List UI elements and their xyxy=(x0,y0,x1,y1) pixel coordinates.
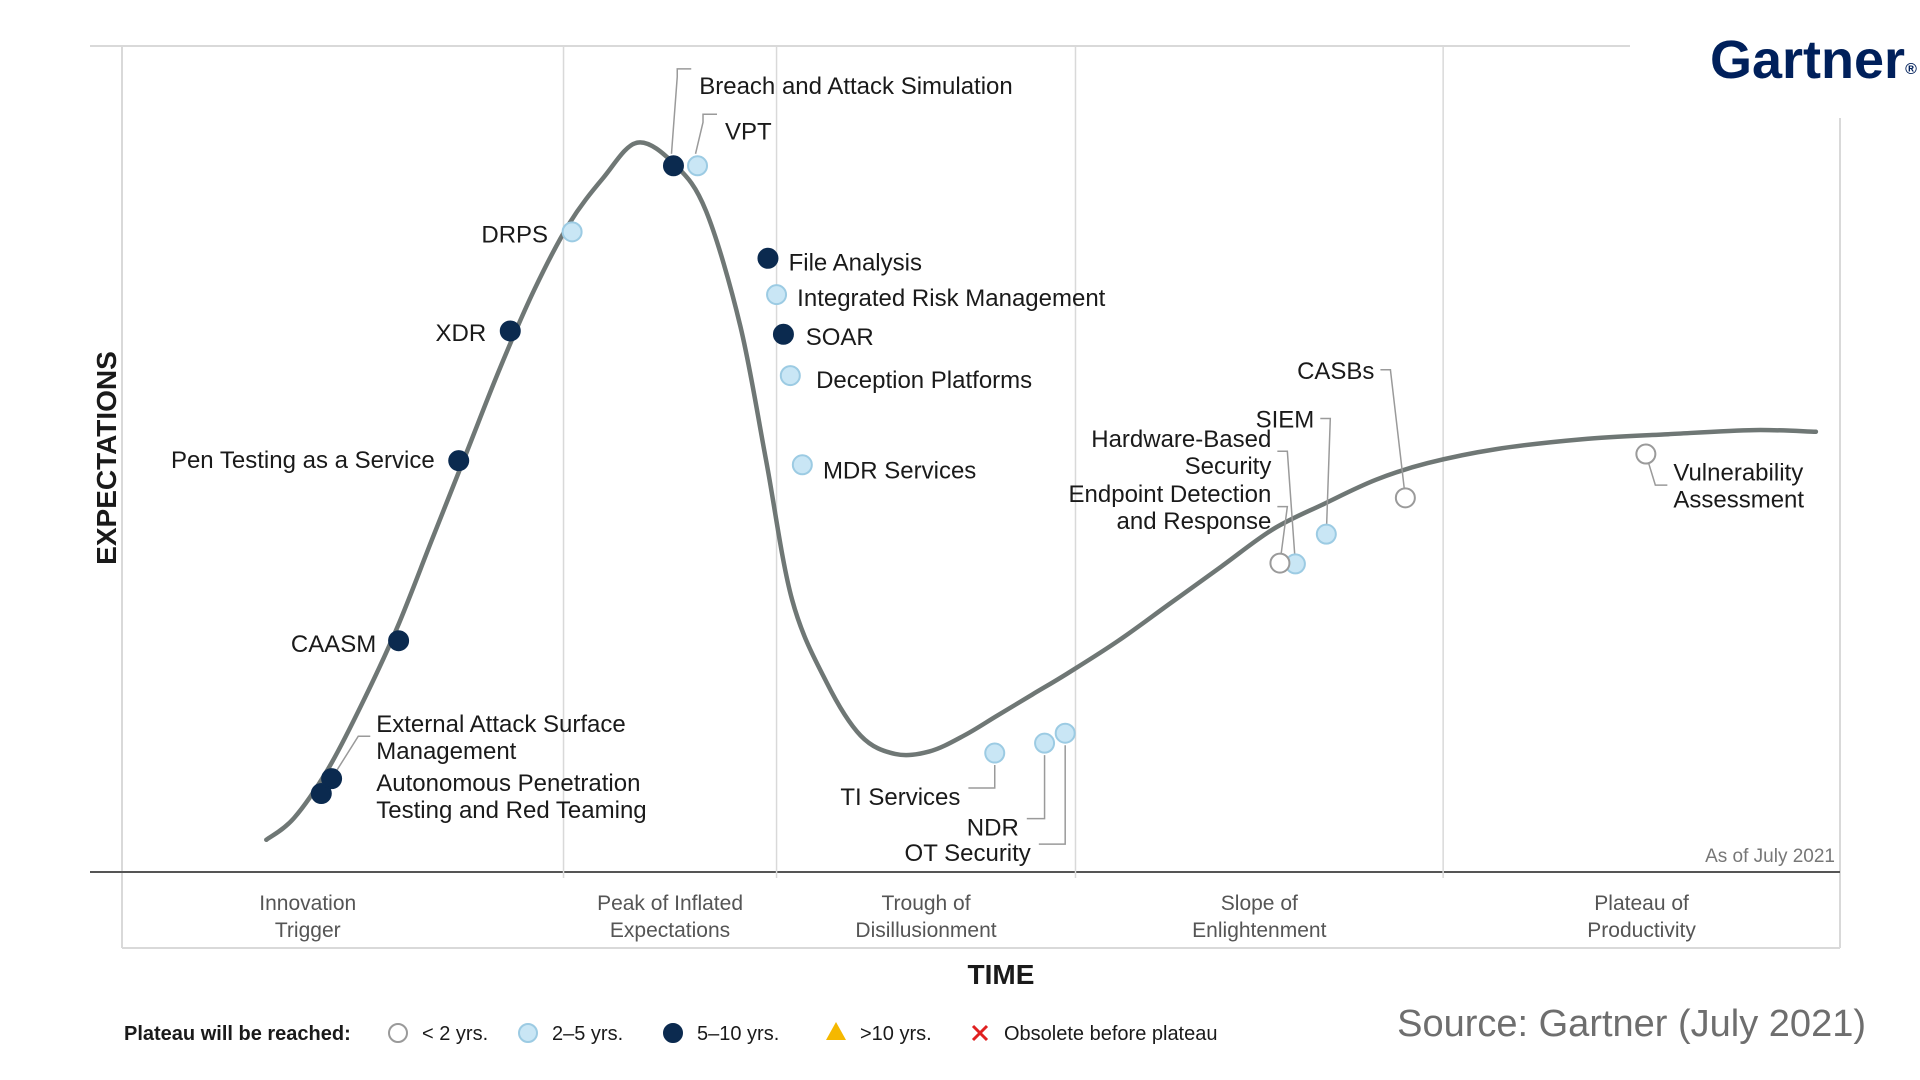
leader-ti-services xyxy=(968,765,996,789)
marker-xdr xyxy=(499,320,521,342)
leader-siem xyxy=(1320,417,1332,535)
marker-breach-and-attack-simulation xyxy=(662,155,684,177)
legend-marker-obsolete xyxy=(971,1024,989,1042)
label-vulnerability-assessment: Vulnerability Assessment xyxy=(1673,460,1804,514)
leader-ot-security xyxy=(1038,745,1066,845)
phase-label: Plateau of Productivity xyxy=(1587,892,1696,942)
x-axis-title: TIME xyxy=(968,959,1035,990)
legend-marker-lt2 xyxy=(388,1023,408,1043)
marker-ndr xyxy=(1034,732,1056,754)
label-ti-services: TI Services xyxy=(840,784,960,811)
leader-breach-and-attack-simulation xyxy=(670,68,692,154)
source-caption: Source: Gartner (July 2021) xyxy=(1397,1003,1866,1045)
as-of-date: As of July 2021 xyxy=(1705,846,1835,867)
leader-endpoint-detection-and-response xyxy=(1277,505,1289,564)
label-pen-testing-as-a-service: Pen Testing as a Service xyxy=(171,447,435,474)
marker-mdr-services xyxy=(791,454,813,476)
leader-casbs xyxy=(1380,369,1407,498)
marker-integrated-risk-management xyxy=(766,284,788,306)
label-integrated-risk-management: Integrated Risk Management xyxy=(797,285,1106,312)
technology-labels: Autonomous Penetration Testing and Red Te… xyxy=(171,73,1804,867)
leader-vpt xyxy=(694,113,718,154)
legend-label-5to10: 5–10 yrs. xyxy=(697,1023,779,1045)
label-drps: DRPS xyxy=(481,222,548,249)
label-external-attack-surface-management: External Attack Surface Management xyxy=(376,711,625,765)
marker-caasm xyxy=(388,630,410,652)
label-deception-platforms: Deception Platforms xyxy=(816,367,1032,394)
phase-label: Trough of Disillusionment xyxy=(855,892,996,942)
label-casbs: CASBs xyxy=(1297,358,1374,385)
label-file-analysis: File Analysis xyxy=(789,250,922,277)
legend-label-lt2: < 2 yrs. xyxy=(422,1023,488,1045)
label-breach-and-attack-simulation: Breach and Attack Simulation xyxy=(699,73,1013,100)
marker-autonomous-penetration-testing-and-red-teaming xyxy=(310,783,332,805)
label-xdr: XDR xyxy=(436,320,487,347)
marker-siem xyxy=(1315,523,1337,545)
marker-endpoint-detection-and-response xyxy=(1269,552,1291,574)
label-vpt: VPT xyxy=(725,118,772,145)
marker-ti-services xyxy=(984,742,1006,764)
legend-label-obsolete: Obsolete before plateau xyxy=(1004,1023,1218,1045)
marker-soar xyxy=(772,323,794,345)
label-caasm: CAASM xyxy=(291,631,376,658)
phase-labels: Innovation Trigger Peak of Inflated Expecta… xyxy=(259,892,1696,942)
marker-file-analysis xyxy=(757,247,779,269)
gartner-logo: Gartner® xyxy=(1710,30,1917,90)
marker-ot-security xyxy=(1054,722,1076,744)
label-soar: SOAR xyxy=(806,324,874,351)
marker-pen-testing-as-a-service xyxy=(448,450,470,472)
leader-hardware-based-security xyxy=(1277,450,1297,564)
technology-markers xyxy=(310,155,1657,805)
leader-vulnerability-assessment xyxy=(1645,453,1668,486)
legend-marker-5to10 xyxy=(663,1023,683,1043)
label-mdr-services: MDR Services xyxy=(823,458,976,485)
label-autonomous-penetration-testing-and-red-teaming: Autonomous Penetration Testing and Red Te… xyxy=(376,770,646,824)
legend: Plateau will be reached: < 2 yrs. 2–5 yrs.… xyxy=(124,1022,1218,1045)
label-hardware-based-security: Hardware-Based Security xyxy=(1091,426,1271,480)
marker-deception-platforms xyxy=(779,365,801,387)
leader-external-attack-surface-management xyxy=(330,735,371,780)
marker-casbs xyxy=(1394,487,1416,509)
legend-label-2to5: 2–5 yrs. xyxy=(552,1023,623,1045)
leader-lines xyxy=(330,68,1668,845)
phase-label: Slope of Enlightenment xyxy=(1192,892,1326,942)
label-ndr: NDR xyxy=(967,815,1019,842)
phase-label: Peak of Inflated Expectations xyxy=(597,892,743,942)
label-siem: SIEM xyxy=(1256,407,1315,434)
y-axis-title: EXPECTATIONS xyxy=(91,351,122,565)
legend-label-gt10: >10 yrs. xyxy=(860,1023,932,1045)
leader-ndr xyxy=(1026,755,1046,820)
marker-vulnerability-assessment xyxy=(1635,443,1657,465)
legend-marker-2to5 xyxy=(518,1023,538,1043)
phase-label: Innovation Trigger xyxy=(259,892,356,942)
chart-frame xyxy=(90,45,1841,949)
marker-external-attack-surface-management xyxy=(321,768,343,790)
legend-marker-gt10 xyxy=(826,1022,846,1040)
marker-drps xyxy=(561,221,583,243)
label-ot-security: OT Security xyxy=(905,840,1031,867)
legend-title: Plateau will be reached: xyxy=(124,1023,351,1045)
label-endpoint-detection-and-response: Endpoint Detection and Response xyxy=(1069,481,1272,535)
marker-vpt xyxy=(687,155,709,177)
